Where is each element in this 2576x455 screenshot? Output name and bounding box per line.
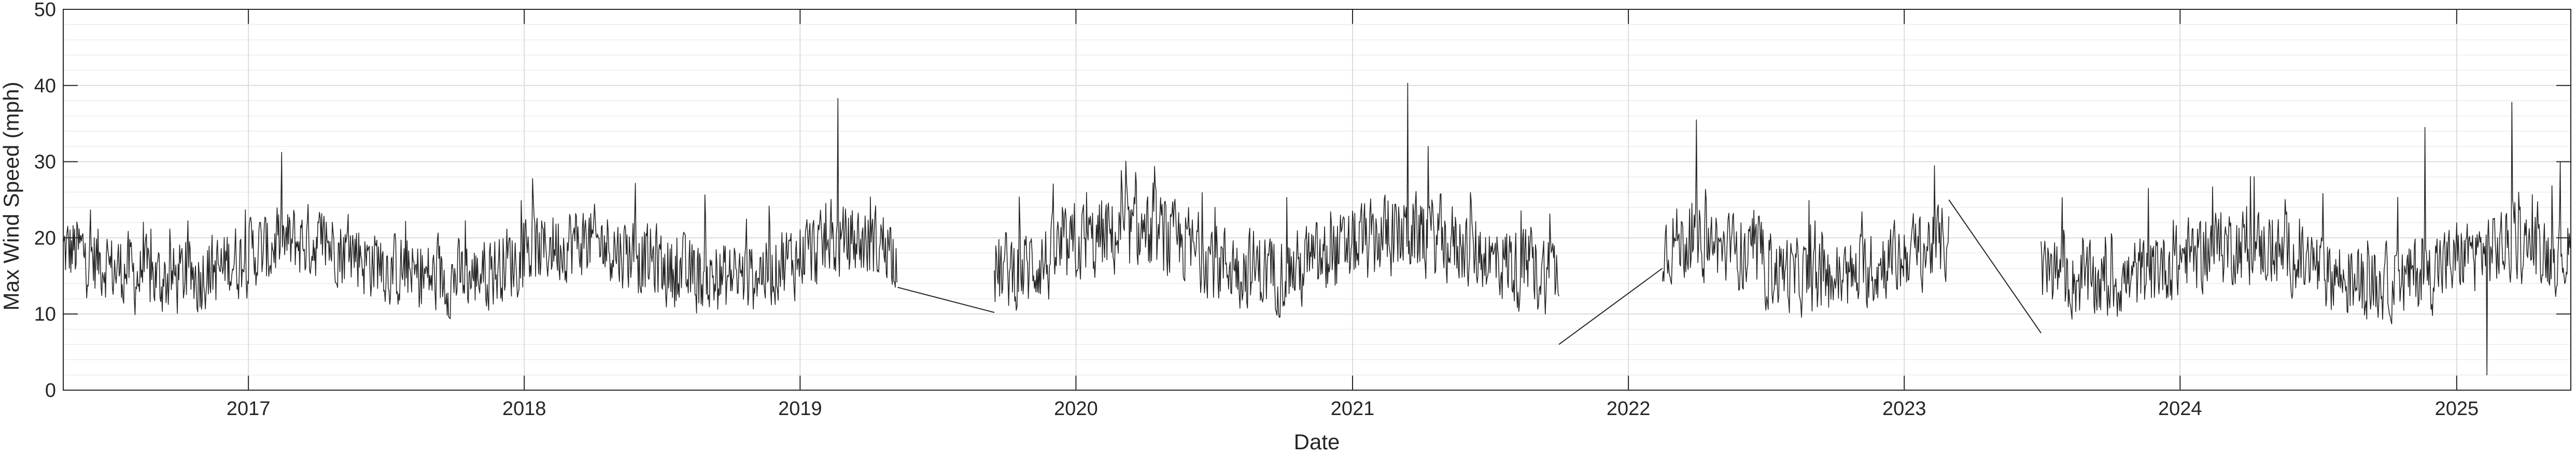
series-line-segment: [994, 82, 1559, 318]
x-tick-label: 2022: [1607, 398, 1651, 420]
x-tick-label: 2018: [502, 398, 546, 420]
series-gap-connector: [1948, 199, 2042, 334]
x-tick-label: 2017: [227, 398, 271, 420]
series-line-segment: [2040, 102, 2571, 376]
series-line-segment: [63, 98, 898, 320]
series-gap-connector: [897, 286, 995, 313]
series-line-segment: [1662, 119, 1949, 318]
y-tick-label: 30: [34, 151, 56, 173]
series-layer: [63, 82, 2571, 376]
x-tick-label: 2021: [1331, 398, 1375, 420]
x-tick-label: 2020: [1054, 398, 1098, 420]
y-tick-label: 0: [45, 380, 56, 402]
x-tick-label: 2025: [2435, 398, 2479, 420]
x-tick-label: 2019: [778, 398, 822, 420]
y-tick-label: 10: [34, 304, 56, 325]
grid: [63, 9, 2571, 391]
x-tick-label: 2024: [2158, 398, 2202, 420]
axes: [63, 9, 2571, 391]
y-tick-label: 40: [34, 75, 56, 97]
x-axis-title: Date: [1294, 430, 1340, 454]
y-axis-title: Max Wind Speed (mph): [0, 81, 23, 310]
y-tick-label: 50: [34, 0, 56, 21]
series-gap-connector: [1558, 268, 1663, 345]
x-tick-label: 2023: [1882, 398, 1926, 420]
tick-labels: 0 10 20 30 40 50 2017 2018 2019 2020 2021 2022 2023 2…: [34, 0, 2479, 420]
plot-frame: [63, 9, 2571, 391]
y-tick-label: 20: [34, 227, 56, 249]
